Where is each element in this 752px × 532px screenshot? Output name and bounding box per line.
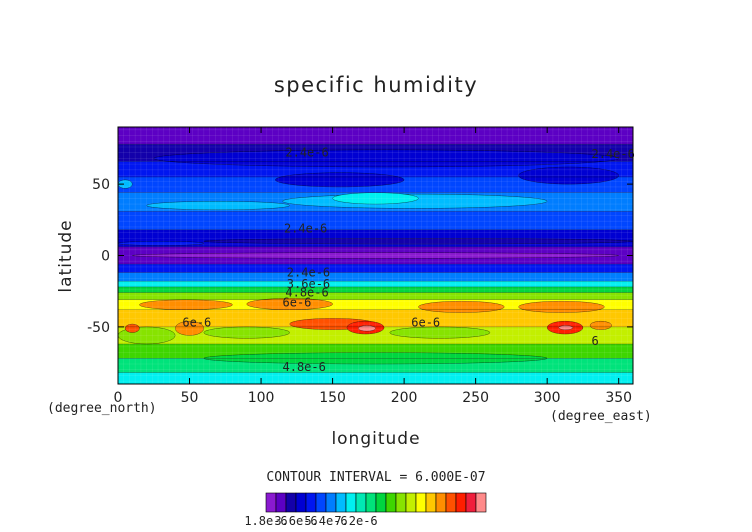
colorbar-swatch — [385, 492, 397, 513]
humidity-patch-24 — [124, 323, 140, 333]
colorbar-swatch — [455, 492, 467, 513]
contour-labels: 2.4e-6 2.4e-62.4e-62.4e-63.6e-64.8e-66e-6… — [182, 146, 634, 374]
humidity-band-0 — [118, 127, 633, 145]
colorbar-tick-label: 3.6e-6 — [274, 514, 317, 528]
humidity-patch-5 — [275, 172, 405, 188]
humidity-patch-21 — [358, 325, 376, 332]
contour-label: 6e-6 — [182, 316, 211, 330]
contour-label: 6e-6 — [283, 296, 312, 310]
x-tick-label: 350 — [605, 390, 632, 406]
colorbar-swatch — [285, 492, 297, 513]
colorbar-swatch — [365, 492, 377, 513]
contour-label: 2.4e-6 — [284, 221, 327, 235]
humidity-band-5 — [118, 211, 633, 230]
y-tick-label: 0 — [101, 249, 110, 265]
humidity-band-18 — [118, 372, 633, 384]
humidity-patch-1 — [146, 200, 290, 211]
colorbar-swatch — [265, 492, 277, 513]
plot-area — [117, 127, 634, 384]
x-axis-unit: (degree_east) — [550, 409, 652, 424]
colorbar-swatch — [325, 492, 337, 513]
colorbar-swatch — [405, 492, 417, 513]
humidity-band-13 — [118, 299, 633, 310]
humidity-patch-3 — [153, 149, 619, 168]
humidity-patch-25 — [589, 320, 612, 330]
colorbar-swatch — [355, 492, 367, 513]
colorbar-tick-label: 1.8e-6 — [244, 514, 287, 528]
x-tick-label: 150 — [319, 390, 346, 406]
contour-label: 2.4e-6 — [285, 146, 328, 160]
x-tick-label: 50 — [181, 390, 199, 406]
contour-label: 6 — [592, 334, 599, 348]
colorbar-swatch — [275, 492, 287, 513]
chart-title: specific humidity — [274, 73, 478, 97]
humidity-patch-23 — [558, 325, 574, 330]
humidity-patch-8 — [203, 238, 634, 245]
contour-label: 4.8e-6 — [283, 360, 326, 374]
colorbar-labels: 1.8e-63.6e-65.4e-67.2e-6 — [244, 514, 377, 528]
humidity-patch-17 — [203, 326, 290, 339]
humidity-band-12 — [118, 292, 633, 300]
colorbar-swatch — [315, 492, 327, 513]
contour-label: 4.8e-6 — [285, 286, 328, 300]
x-tick-label: 0 — [114, 390, 123, 406]
contour-label: 2.4e-6 — [592, 147, 635, 161]
contour-interval-note: CONTOUR INTERVAL = 6.000E-07 — [266, 470, 485, 485]
humidity-patch-9 — [117, 240, 205, 246]
colorbar-tick-label: 5.4e-6 — [304, 514, 347, 528]
colorbar — [265, 492, 487, 513]
y-axis: 50 0 -50 — [87, 177, 633, 336]
colorbar-swatch — [415, 492, 427, 513]
contour-label: 2.4e-6 — [287, 266, 330, 280]
humidity-patch-6 — [518, 166, 619, 185]
x-tick-label: 250 — [462, 390, 489, 406]
humidity-band-9 — [118, 272, 633, 282]
humidity-band-8 — [118, 264, 633, 273]
y-axis-unit: (degree_north) — [47, 401, 157, 416]
colorbar-swatch — [395, 492, 407, 513]
colorbar-swatch — [435, 492, 447, 513]
colorbar-swatch — [345, 492, 357, 513]
x-tick-label: 100 — [248, 390, 275, 406]
humidity-band-11 — [118, 286, 633, 293]
colorbar-swatch — [425, 492, 437, 513]
colorbar-swatch — [475, 492, 487, 513]
y-tick-label: -50 — [87, 320, 110, 336]
x-tick-label: 200 — [391, 390, 418, 406]
colorbar-swatch — [465, 492, 477, 513]
colorbar-swatch — [335, 492, 347, 513]
colorbar-swatch — [295, 492, 307, 513]
x-axis-label: longitude — [331, 429, 420, 449]
x-axis: 0 50 100 150 200 250 300 350 — [114, 127, 632, 406]
y-axis-label: latitude — [56, 219, 76, 292]
colorbar-tick-label: 7.2e-6 — [334, 514, 377, 528]
colorbar-swatch — [305, 492, 317, 513]
humidity-patch-15 — [174, 320, 205, 336]
x-tick-label: 300 — [534, 390, 561, 406]
colorbar-swatch — [445, 492, 457, 513]
y-tick-label: 50 — [92, 177, 110, 193]
humidity-band-14 — [118, 309, 633, 327]
contour-label: 3.6e-6 — [287, 277, 330, 291]
colorbar-swatch — [375, 492, 387, 513]
contour-label: 6e-6 — [411, 316, 440, 330]
humidity-band-10 — [118, 281, 633, 287]
humidity-patch-7 — [132, 252, 619, 259]
